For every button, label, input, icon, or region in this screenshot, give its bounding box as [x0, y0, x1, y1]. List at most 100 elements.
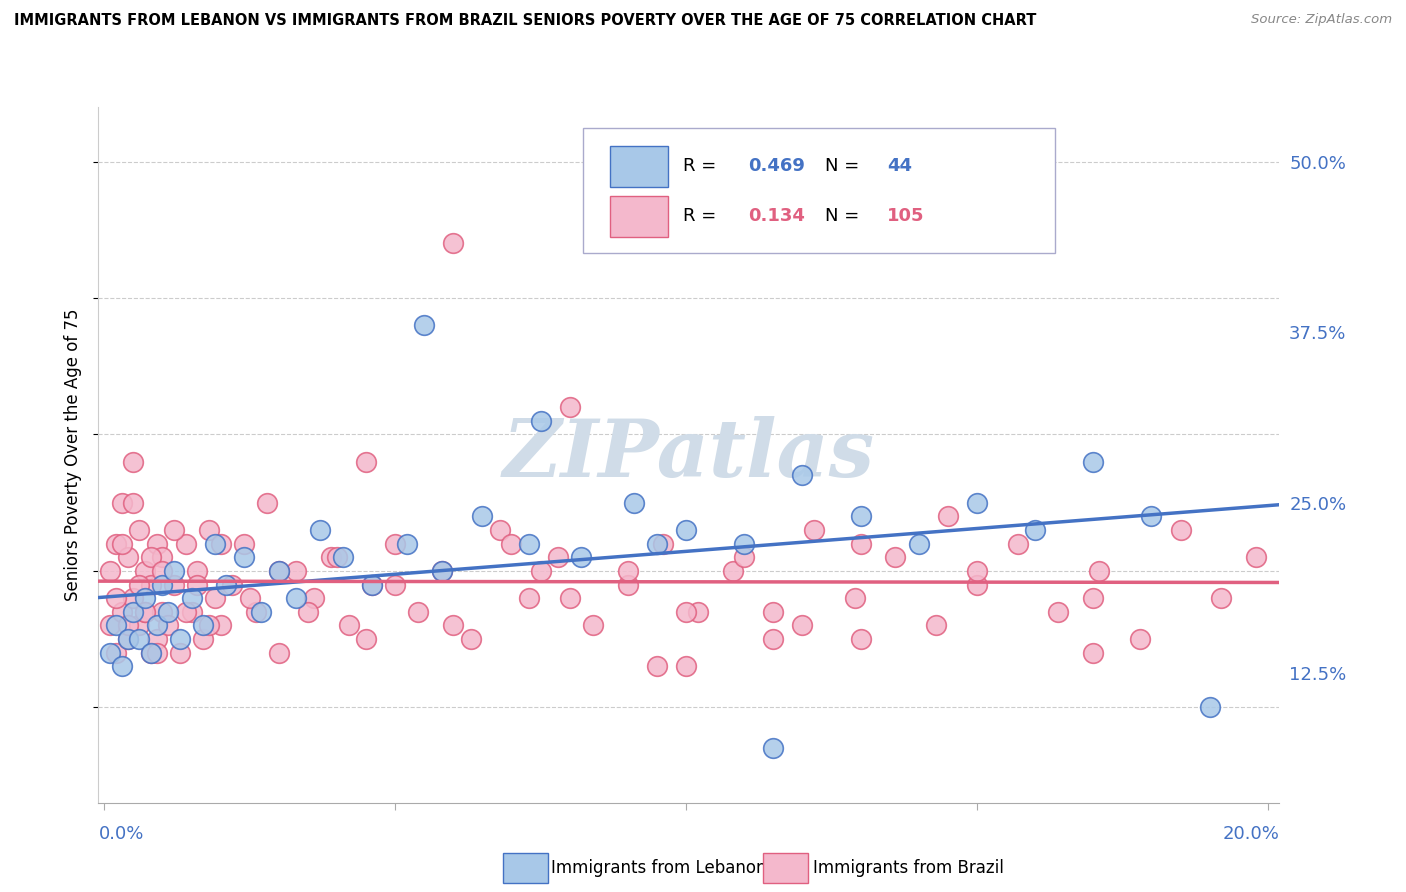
Text: N =: N =: [825, 157, 865, 175]
Point: [384, 536, 406, 550]
Point: [547, 550, 569, 565]
Point: [489, 523, 512, 537]
Point: [111, 496, 134, 510]
Point: [936, 509, 959, 524]
Point: [302, 591, 325, 606]
Point: [360, 577, 382, 591]
Point: [1088, 564, 1111, 578]
Point: [308, 523, 330, 537]
Point: [966, 577, 988, 591]
Point: [122, 591, 145, 606]
Point: [232, 550, 254, 565]
Point: [104, 591, 127, 606]
Text: R =: R =: [683, 207, 723, 225]
Point: [907, 536, 929, 550]
Text: Source: ZipAtlas.com: Source: ZipAtlas.com: [1251, 13, 1392, 27]
Point: [792, 618, 814, 632]
Point: [111, 659, 134, 673]
Point: [354, 632, 377, 646]
Point: [180, 591, 202, 606]
Point: [395, 536, 418, 550]
Point: [104, 646, 127, 660]
Point: [128, 632, 150, 646]
Point: [925, 618, 948, 632]
Point: [686, 605, 709, 619]
FancyBboxPatch shape: [610, 195, 668, 236]
Point: [326, 550, 349, 565]
Point: [1198, 700, 1220, 714]
Point: [98, 564, 121, 578]
Point: [529, 414, 551, 428]
Point: [117, 550, 139, 565]
Point: [1140, 509, 1163, 524]
Point: [134, 591, 156, 606]
Text: R =: R =: [683, 157, 723, 175]
Point: [163, 564, 186, 578]
Point: [215, 577, 238, 591]
Point: [145, 632, 167, 646]
Point: [675, 523, 697, 537]
FancyBboxPatch shape: [610, 145, 668, 186]
Point: [441, 236, 464, 251]
Point: [117, 632, 139, 646]
Point: [569, 550, 592, 565]
Text: Immigrants from Lebanon: Immigrants from Lebanon: [551, 859, 766, 877]
Point: [471, 509, 494, 524]
Point: [145, 646, 167, 660]
FancyBboxPatch shape: [582, 128, 1054, 253]
Point: [733, 536, 755, 550]
Point: [558, 591, 581, 606]
Point: [337, 618, 360, 632]
Text: N =: N =: [825, 207, 865, 225]
Text: 105: 105: [887, 207, 925, 225]
Point: [645, 659, 668, 673]
Point: [517, 536, 540, 550]
Point: [145, 618, 167, 632]
Point: [849, 536, 872, 550]
Point: [174, 605, 197, 619]
Point: [792, 468, 814, 483]
Point: [122, 496, 145, 510]
Point: [623, 496, 645, 510]
Point: [111, 536, 134, 550]
Point: [529, 564, 551, 578]
Point: [430, 564, 453, 578]
Point: [267, 564, 290, 578]
Point: [1083, 591, 1105, 606]
Text: 0.134: 0.134: [748, 207, 804, 225]
Point: [174, 536, 197, 550]
Point: [460, 632, 482, 646]
Point: [297, 605, 319, 619]
Point: [1024, 523, 1046, 537]
Point: [250, 605, 273, 619]
Point: [163, 523, 186, 537]
Point: [966, 496, 988, 510]
Point: [204, 536, 226, 550]
Point: [163, 577, 186, 591]
Point: [617, 564, 640, 578]
Point: [762, 632, 785, 646]
Text: 0.469: 0.469: [748, 157, 804, 175]
Point: [191, 632, 214, 646]
Point: [645, 536, 668, 550]
Point: [408, 605, 430, 619]
Point: [232, 536, 254, 550]
Point: [966, 564, 988, 578]
Point: [651, 536, 673, 550]
Point: [285, 591, 308, 606]
Point: [1083, 646, 1105, 660]
Point: [884, 550, 907, 565]
Point: [157, 618, 180, 632]
Text: 44: 44: [887, 157, 912, 175]
Point: [98, 618, 121, 632]
Text: 0.0%: 0.0%: [98, 825, 143, 843]
Point: [1170, 523, 1192, 537]
Point: [169, 646, 191, 660]
Point: [104, 618, 127, 632]
Point: [122, 605, 145, 619]
Point: [191, 618, 214, 632]
Point: [180, 605, 202, 619]
Point: [1244, 550, 1267, 565]
Point: [267, 646, 290, 660]
Point: [501, 536, 523, 550]
